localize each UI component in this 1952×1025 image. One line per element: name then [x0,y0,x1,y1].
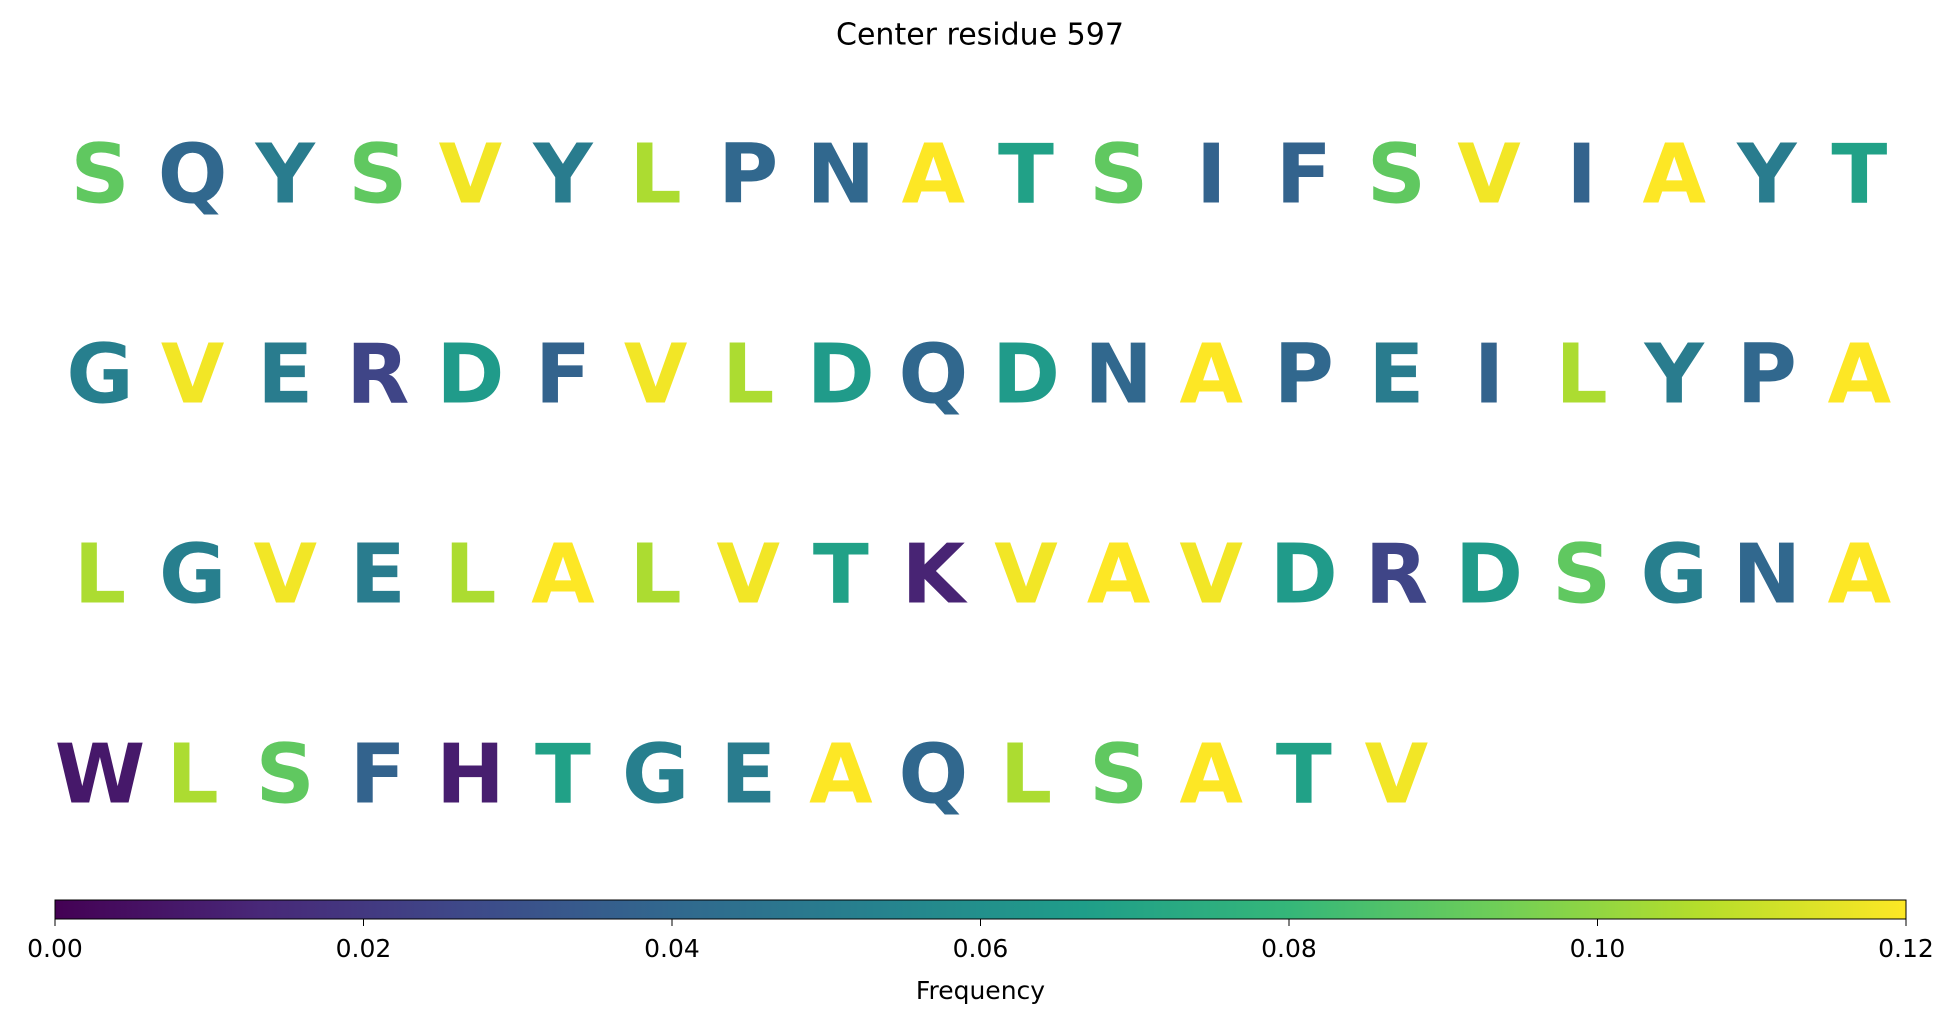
residue: V [161,327,225,422]
tick-label: 0.12 [1878,934,1934,963]
residue: V [1457,127,1521,222]
residue: V [1179,527,1243,622]
residue: L [166,727,218,822]
residue: G [159,527,226,622]
residue: T [813,527,869,622]
chart-title: Center residue 597 [836,18,1124,53]
residue: A [902,127,966,222]
residue: Y [1736,127,1798,222]
residue: F [535,327,591,422]
residue: Y [1644,327,1706,422]
residue: L [1000,727,1052,822]
residue: T [1831,127,1887,222]
residue: Q [158,127,228,222]
residue: S [1552,527,1611,622]
residue: A [531,527,595,622]
residue: Y [532,127,594,222]
residue: K [902,527,969,622]
residue: F [1276,127,1332,222]
residue: V [253,527,317,622]
residue: I [1474,327,1505,422]
residue: I [1196,127,1227,222]
residue: G [66,327,133,422]
residue: D [436,327,504,422]
tick-label: 0.02 [336,934,392,963]
residue: V [994,527,1058,622]
residue: D [1270,527,1338,622]
residue: L [444,527,496,622]
residue: E [350,527,406,622]
residue: L [1555,327,1607,422]
residue: A [1642,127,1706,222]
residue: V [439,127,503,222]
residue: T [1276,727,1332,822]
residue: T [535,727,591,822]
residue: S [1089,127,1148,222]
colorbar [54,899,1907,920]
residue: P [1274,327,1334,422]
residue: D [1455,527,1523,622]
colorbar-label: Frequency [916,976,1045,1005]
residue: L [629,527,681,622]
residue: H [436,727,505,822]
residue: P [718,127,778,222]
residue: Q [899,327,969,422]
residue: S [348,127,407,222]
residue: Y [255,127,317,222]
residue: L [722,327,774,422]
residue: P [1737,327,1797,422]
residue: F [350,727,406,822]
residue: A [809,727,873,822]
residue: V [1365,727,1429,822]
residue: S [1089,727,1148,822]
residue: E [257,327,313,422]
residue: R [1365,527,1428,622]
residue: E [720,727,776,822]
residue: V [716,527,780,622]
residue: I [1566,127,1597,222]
residue: G [1641,527,1708,622]
residue: A [1179,727,1243,822]
residue: W [55,727,145,822]
residue: A [1828,327,1892,422]
residue: D [807,327,875,422]
residue: D [992,327,1060,422]
tick-label: 0.10 [1570,934,1626,963]
residue: L [629,127,681,222]
tick-label: 0.08 [1261,934,1317,963]
residue: V [624,327,688,422]
residue: T [998,127,1054,222]
residue: E [1368,327,1424,422]
residue: N [806,127,875,222]
residue: S [256,727,315,822]
residue: R [346,327,409,422]
residue: N [1732,527,1801,622]
tick-label: 0.04 [644,934,700,963]
residue: G [622,727,689,822]
residue: A [1179,327,1243,422]
residue: S [70,127,129,222]
residue: A [1828,527,1892,622]
residue: A [1087,527,1151,622]
residue: Q [899,727,969,822]
residue: S [1367,127,1426,222]
residue: L [74,527,126,622]
residue: N [1084,327,1153,422]
tick-label: 0.00 [27,934,83,963]
tick-label: 0.06 [953,934,1009,963]
